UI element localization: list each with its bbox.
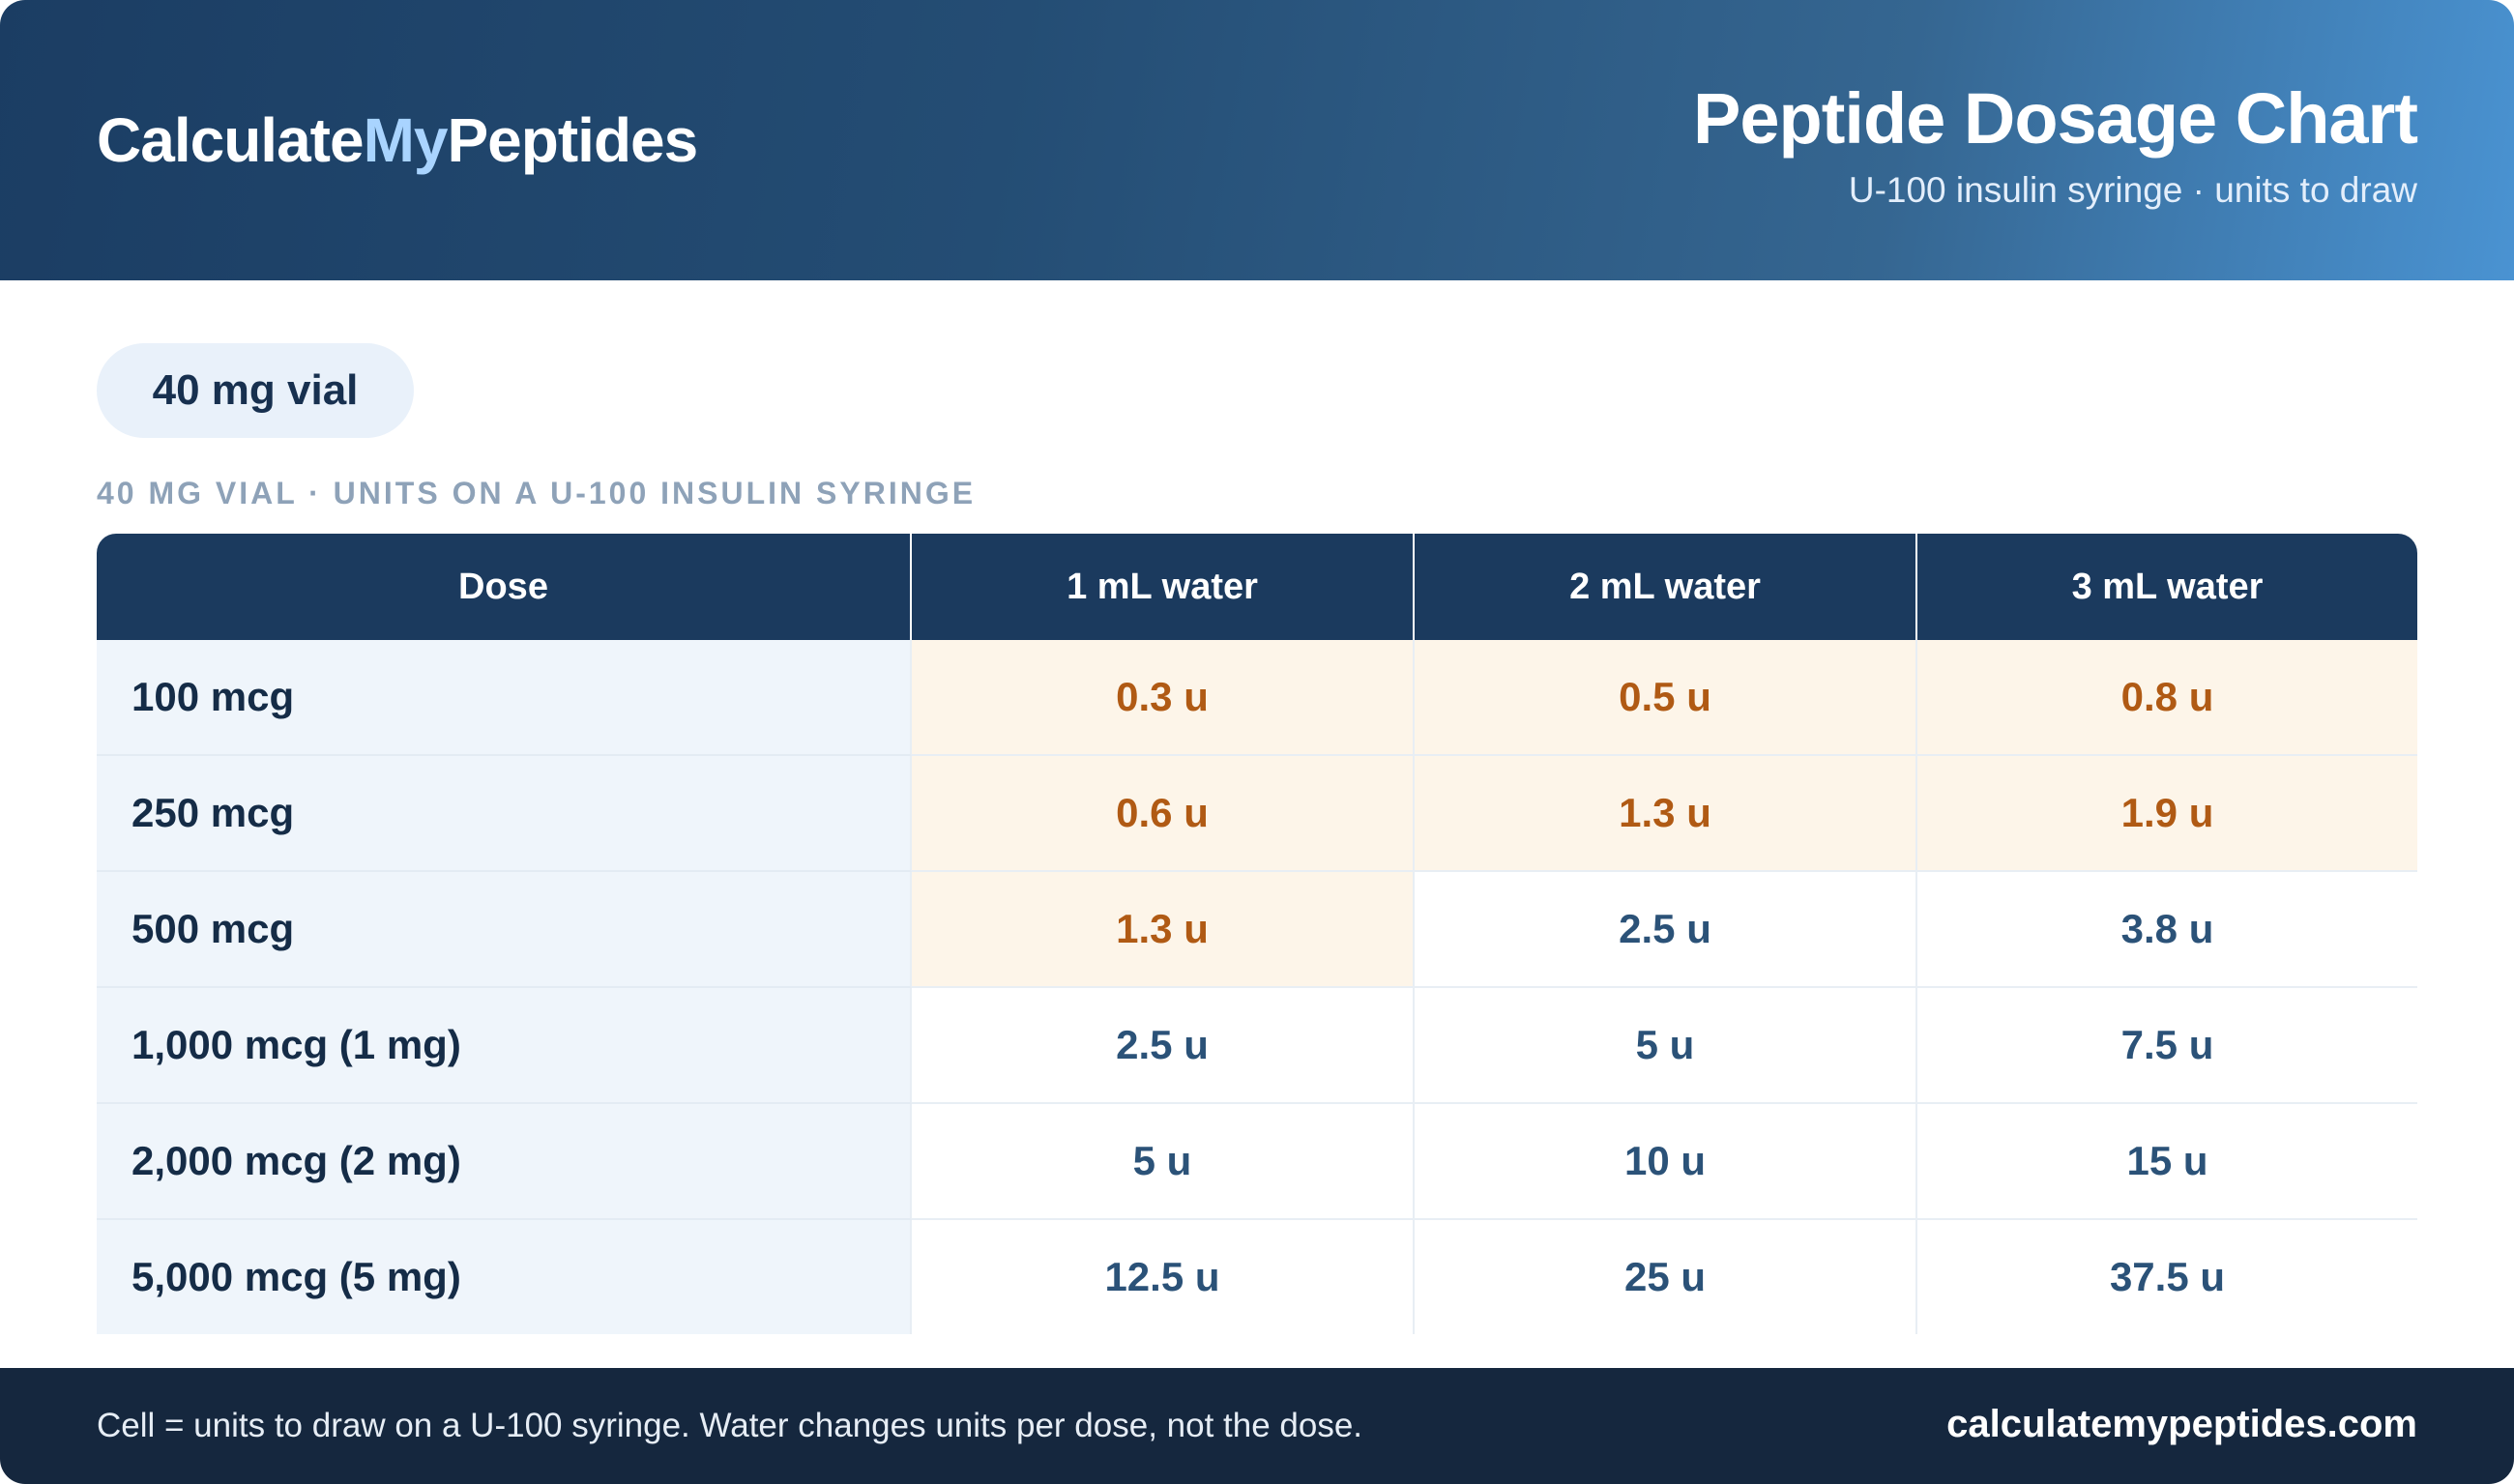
brand-logo[interactable]: CalculateMyPeptides [97,104,698,176]
column-header-3ml: 3 mL water [1917,534,2417,640]
dose-cell: 5,000 mcg (5 mg) [97,1220,912,1334]
page-title: Peptide Dosage Chart [1693,78,2418,159]
column-header-dose: Dose [97,534,912,640]
dose-cell: 500 mcg [97,872,912,988]
footer-website-link[interactable]: calculatemypeptides.com [1946,1403,2417,1445]
dose-cell: 100 mcg [97,640,912,756]
units-cell: 0.5 u [1415,640,1917,756]
brand-text-calculate: Calculate [97,105,365,175]
table-row: 5,000 mcg (5 mg) 12.5 u 25 u 37.5 u [97,1220,2417,1334]
units-cell: 10 u [1415,1104,1917,1220]
dose-cell: 250 mcg [97,756,912,872]
units-cell: 1.9 u [1917,756,2417,872]
units-cell: 5 u [1415,988,1917,1104]
units-cell: 2.5 u [1415,872,1917,988]
units-cell: 1.3 u [912,872,1415,988]
units-cell: 37.5 u [1917,1220,2417,1334]
units-cell: 7.5 u [1917,988,2417,1104]
units-cell: 0.6 u [912,756,1415,872]
table-row: 100 mcg 0.3 u 0.5 u 0.8 u [97,640,2417,756]
column-header-1ml: 1 mL water [912,534,1415,640]
column-header-2ml: 2 mL water [1415,534,1917,640]
units-cell: 25 u [1415,1220,1917,1334]
dose-cell: 2,000 mcg (2 mg) [97,1104,912,1220]
dosage-table: Dose 1 mL water 2 mL water 3 mL water 10… [97,534,2417,1334]
table-row: 1,000 mcg (1 mg) 2.5 u 5 u 7.5 u [97,988,2417,1104]
table-row: 2,000 mcg (2 mg) 5 u 10 u 15 u [97,1104,2417,1220]
units-cell: 0.3 u [912,640,1415,756]
table-caption: 40 MG VIAL · UNITS ON A U-100 INSULIN SY… [97,476,977,510]
units-cell: 12.5 u [912,1220,1415,1334]
units-cell: 1.3 u [1415,756,1917,872]
dose-cell: 1,000 mcg (1 mg) [97,988,912,1104]
header-banner: CalculateMyPeptides Peptide Dosage Chart… [0,0,2514,280]
units-cell: 3.8 u [1917,872,2417,988]
units-cell: 2.5 u [912,988,1415,1104]
page-subtitle: U-100 insulin syringe · units to draw [1848,170,2417,210]
units-cell: 15 u [1917,1104,2417,1220]
table-row: 250 mcg 0.6 u 1.3 u 1.9 u [97,756,2417,872]
table-header-row: Dose 1 mL water 2 mL water 3 mL water [97,534,2417,640]
brand-text-peptides: Peptides [447,105,698,175]
units-cell: 0.8 u [1917,640,2417,756]
table-row: 500 mcg 1.3 u 2.5 u 3.8 u [97,872,2417,988]
dosage-table-container: Dose 1 mL water 2 mL water 3 mL water 10… [97,534,2417,1334]
units-cell: 5 u [912,1104,1415,1220]
vial-size-pill[interactable]: 40 mg vial [97,343,414,438]
footer-bar: Cell = units to draw on a U-100 syringe.… [0,1368,2514,1484]
brand-text-my: My [363,105,449,175]
footer-note: Cell = units to draw on a U-100 syringe.… [97,1407,1363,1444]
